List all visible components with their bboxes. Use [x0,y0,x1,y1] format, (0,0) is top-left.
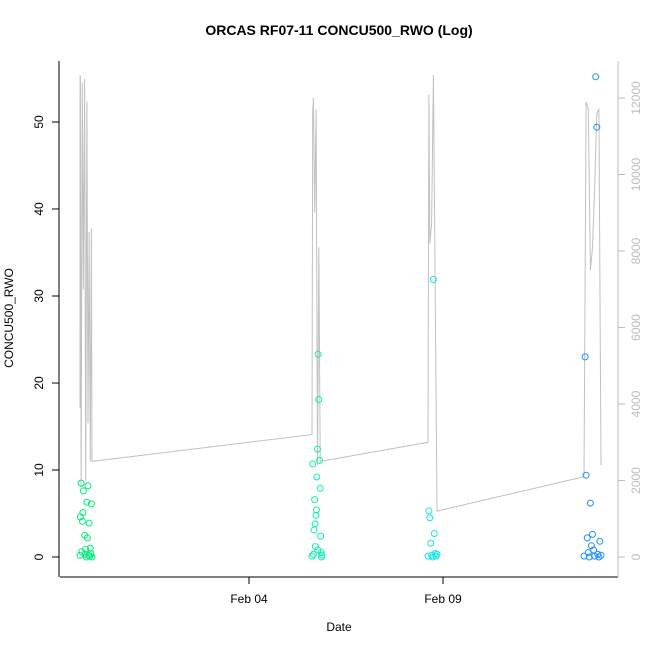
data-point-series-3 [427,539,435,547]
data-point-series-1 [78,548,86,556]
data-point-series-4 [586,499,594,507]
secondary-series-line [79,75,602,512]
y2-tick-label: 10000 [629,157,643,191]
data-point-series-2 [311,520,319,528]
data-point-series-2 [316,456,323,464]
data-point-series-1 [86,544,94,552]
data-point-series-1 [84,482,92,490]
data-point-series-4 [585,553,593,561]
data-point-series-2 [309,460,317,468]
y-tick-label: 40 [32,202,46,216]
data-point-series-2 [312,506,320,514]
data-point-series-2 [318,551,326,559]
data-point-series-4 [592,73,600,81]
data-point-series-1 [79,509,87,517]
data-point-series-2 [314,546,322,554]
data-point-series-1 [87,500,95,508]
x-tick-label: Feb 04 [230,592,268,606]
data-point-series-2 [313,473,321,481]
data-point-series-4 [589,530,596,538]
data-point-series-3 [425,507,433,515]
y-axis-label: CONCU500_RWO [2,268,16,368]
data-point-series-2 [309,550,317,558]
y-tick-label: 30 [32,289,46,303]
data-point-series-4 [595,553,603,561]
y2-tick-label: 2000 [629,467,643,494]
data-point-series-4 [582,471,590,479]
data-point-series-3 [424,552,432,560]
data-point-series-1 [76,551,84,559]
data-point-series-1 [79,487,87,495]
y2-tick-label: 0 [629,553,643,560]
data-point-series-3 [430,530,438,537]
x-tick-label: Feb 09 [424,592,462,606]
data-point-series-1 [77,479,85,487]
data-point-series-1 [83,498,91,506]
data-point-series-4 [583,534,591,542]
data-point-series-2 [314,445,321,453]
chart-marks [76,73,605,561]
chart-title: ORCAS RF07-11 CONCU500_RWO (Log) [205,22,472,38]
data-point-series-4 [597,551,605,559]
data-point-series-2 [317,532,325,540]
y-tick-label: 50 [32,115,46,129]
data-point-series-3 [429,276,437,283]
data-point-series-2 [315,396,323,403]
y-tick-label: 0 [32,553,46,560]
data-point-series-1 [86,552,94,560]
y-tick-label: 10 [32,463,46,477]
data-point-series-1 [78,517,86,525]
x-axis-label: Date [326,620,352,634]
data-point-series-2 [308,552,316,560]
data-point-series-1 [83,534,91,542]
y2-tick-label: 8000 [629,237,643,264]
data-point-series-4 [581,353,589,361]
data-point-series-2 [310,526,318,534]
data-point-series-4 [593,123,601,131]
data-point-series-4 [580,552,588,560]
data-point-series-1 [85,551,93,559]
data-point-series-2 [311,496,319,504]
data-point-series-2 [312,511,320,519]
data-point-series-3 [426,514,434,522]
data-point-series-1 [85,519,93,527]
data-point-series-3 [433,550,441,558]
data-point-series-4 [596,537,604,545]
y2-tick-label: 4000 [629,390,643,417]
data-point-series-4 [587,542,595,550]
y-tick-label: 20 [32,376,46,390]
axis-ticks: 0 10 20 30 40 50 0 2000 4000 6000 8000 10000 12000 Fe… [32,81,643,606]
data-point-series-2 [314,350,322,358]
y2-tick-label: 6000 [629,314,643,341]
data-point-series-2 [316,484,324,492]
y2-tick-label: 12000 [629,81,643,115]
